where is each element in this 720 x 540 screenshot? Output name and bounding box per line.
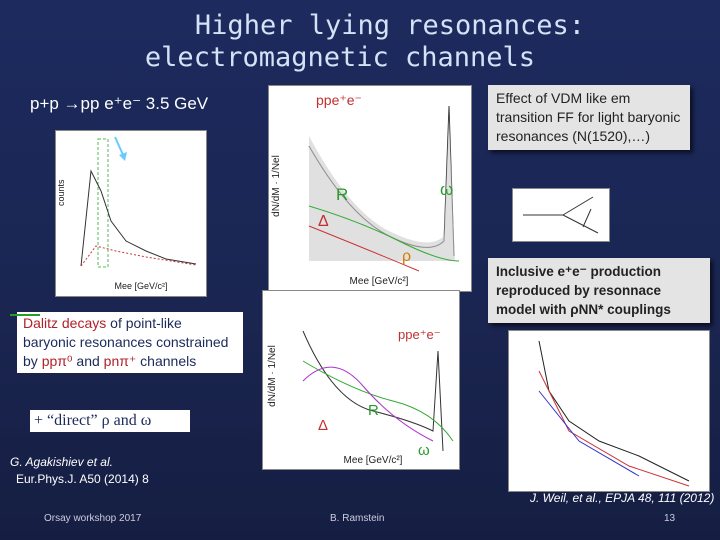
reference: J. Weil, et al., EPJA 48, 111 (2012) bbox=[530, 491, 715, 505]
plot-bottom: dN/dM · 1/Nel Mee [GeV/c²] bbox=[262, 290, 460, 470]
axis-label: dN/dM · 1/Nel bbox=[267, 345, 278, 407]
footer: Orsay workshop 2017 bbox=[44, 513, 142, 524]
footer: B. Ramstein bbox=[330, 513, 385, 524]
plot-label: R bbox=[368, 402, 379, 419]
text: of point-like baryonic resonances constr… bbox=[23, 315, 229, 369]
page-number: 13 bbox=[664, 513, 676, 524]
text: pnπ⁺ bbox=[103, 353, 137, 369]
plot-label: ρ bbox=[402, 248, 412, 265]
axis-label: counts bbox=[56, 179, 66, 206]
title-line: Higher lying resonances: bbox=[194, 10, 586, 41]
inclusive-callout: Inclusive e⁺e⁻ production reproduced by … bbox=[488, 258, 710, 323]
arrow bbox=[114, 136, 127, 161]
plot-top: dN/dM · 1/Nel Mee [GeV/c²] bbox=[268, 85, 472, 292]
plot-label: ω bbox=[418, 442, 430, 459]
dalitz-box: Dalitz decays of point-like baryonic res… bbox=[17, 312, 243, 373]
text: Dalitz decays bbox=[23, 315, 107, 331]
plot-label: ω bbox=[440, 180, 454, 199]
reference: G. Agakishiev et al. bbox=[10, 455, 113, 469]
diagram bbox=[512, 188, 610, 242]
plot-label: Δ bbox=[318, 417, 329, 434]
reference: Eur.Phys.J. A50 (2014) 8 bbox=[16, 472, 149, 486]
plot-label: ppe⁺e⁻ bbox=[316, 92, 362, 108]
text: and bbox=[72, 353, 104, 369]
plot-label: ppe⁺e⁻ bbox=[398, 327, 441, 342]
axis-label: Mee [GeV/c²] bbox=[114, 281, 167, 291]
plot-label: Δ bbox=[318, 213, 329, 230]
title-line: electromagnetic channels bbox=[144, 42, 536, 73]
axis-label: Mee [GeV/c²] bbox=[350, 276, 409, 287]
vdm-callout: Effect of VDM like em transition FF for … bbox=[488, 85, 690, 150]
plot-left: counts Mee [GeV/c²] bbox=[55, 130, 207, 297]
line bbox=[10, 314, 40, 316]
direct-box: + “direct” ρ and ω bbox=[30, 410, 190, 432]
plot-label: R bbox=[336, 185, 349, 204]
plot-right bbox=[508, 330, 710, 492]
text: ppπ⁰ bbox=[41, 353, 73, 369]
axis-label: Mee [GeV/c²] bbox=[344, 455, 403, 466]
axis-label: dN/dM · 1/Nel bbox=[271, 155, 282, 217]
text: channels bbox=[136, 353, 197, 369]
reaction: p+p →pp e⁺e⁻ 3.5 GeV bbox=[30, 94, 209, 113]
